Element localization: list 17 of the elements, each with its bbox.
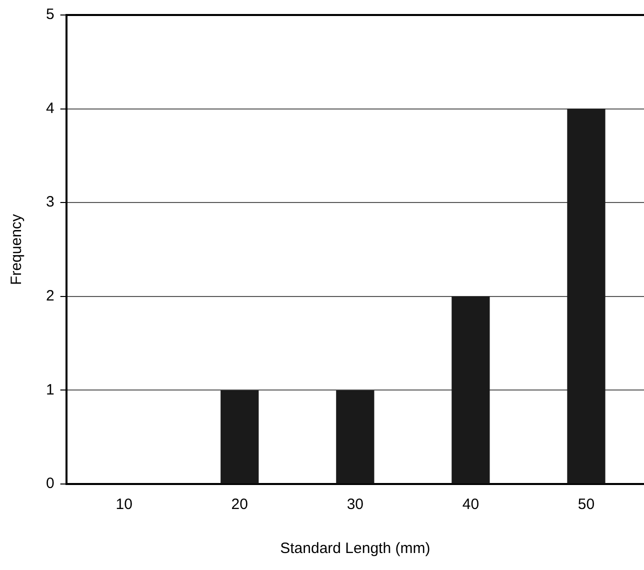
x-tick-label: 30 [346,496,364,514]
y-tick-label: 1 [46,381,54,398]
x-tick-label: 50 [578,496,595,514]
bar [220,390,259,484]
bar [452,296,490,484]
x-tick-label: 20 [231,496,248,514]
y-tick-label: 5 [46,6,54,24]
bar [567,108,606,484]
y-axis-title: Frequency [8,214,26,285]
y-tick-label: 3 [46,194,54,211]
x-axis-title: Standard Length (mm) [280,540,430,558]
y-tick-label: 0 [46,475,54,492]
y-tick-label: 4 [46,100,54,117]
bar [336,390,374,484]
x-tick-label: 10 [116,496,132,514]
x-tick-label: 40 [462,496,480,514]
y-tick-label: 2 [46,288,54,305]
